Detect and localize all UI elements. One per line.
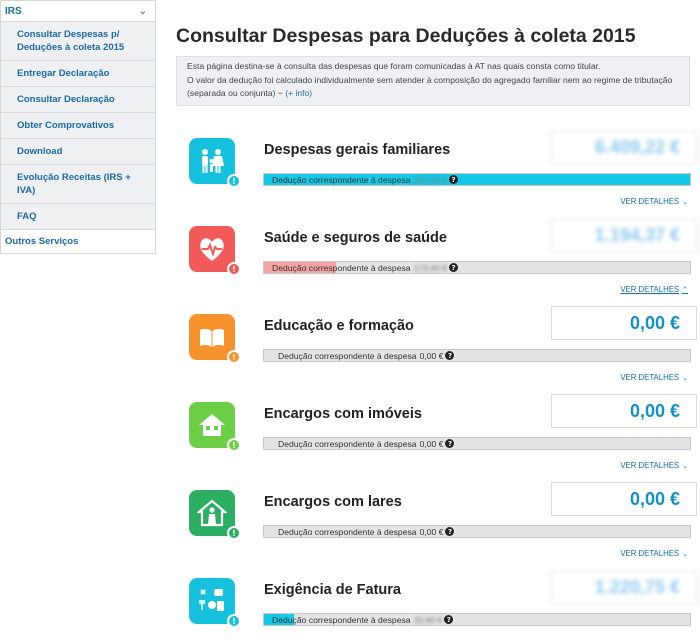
alert-badge-icon[interactable]: ! (227, 262, 241, 276)
deduction-progress-bar: Dedução correspondente à despesa 20,40 €? (263, 613, 691, 626)
deduction-label: Dedução correspondente à despesa (278, 526, 417, 537)
sidebar: IRS ⌄ Consultar Despesas p/ Deduções à c… (0, 0, 156, 254)
sidebar-header-irs[interactable]: IRS ⌄ (0, 0, 156, 22)
category-lares: ! Encargos com lares 0,00 € Dedução corr… (176, 482, 697, 570)
category-despesas-gerais: ! Despesas gerais familiares 6.409,22 € … (176, 130, 697, 218)
alert-badge-icon[interactable]: ! (227, 526, 241, 540)
deduction-bar-text: Dedução correspondente à despesa 0,00 €? (264, 438, 690, 449)
chevron-up-icon: ⌃ (682, 287, 688, 294)
category-saude: ! Saúde e seguros de saúde 1.194,37 € De… (176, 218, 697, 306)
category-title: Despesas gerais familiares (264, 142, 451, 158)
deduction-progress-bar: Dedução correspondente à despesa 250,00 €… (263, 173, 691, 186)
sidebar-item-faq[interactable]: FAQ (1, 204, 155, 230)
ver-detalhes-link[interactable]: VER DETALHES ⌃ (620, 285, 688, 294)
help-icon[interactable]: ? (449, 263, 459, 272)
category-title: Encargos com imóveis (264, 406, 422, 422)
chevron-down-icon: ⌄ (682, 463, 688, 470)
deduction-label: Dedução correspondente à despesa (278, 438, 417, 449)
more-info-link[interactable]: (+ info) (285, 88, 313, 98)
deduction-value: 173,40 € (413, 262, 448, 273)
help-icon[interactable]: ? (444, 615, 454, 624)
category-amount: 0,00 € (551, 306, 697, 340)
services-icon (199, 589, 224, 611)
category-amount: 0,00 € (551, 394, 697, 428)
sidebar-item-obter-comprovativos[interactable]: Obter Comprovativos (1, 113, 155, 139)
deduction-bar-text: Dedução correspondente à despesa 0,00 €? (264, 526, 690, 537)
deduction-progress-fill (264, 614, 294, 625)
deduction-progress-fill (264, 262, 337, 273)
category-amount: 6.409,22 € (551, 130, 697, 164)
chevron-down-icon: ⌄ (682, 199, 688, 206)
chevron-down-icon: ⌄ (138, 5, 147, 17)
category-educacao: ! Educação e formação 0,00 € Dedução cor… (176, 306, 697, 394)
category-imoveis: ! Encargos com imóveis 0,00 € Dedução co… (176, 394, 697, 482)
alert-badge-icon[interactable]: ! (227, 614, 241, 628)
deduction-bar-text: Dedução correspondente à despesa 250,00 €… (264, 174, 690, 185)
chevron-down-icon: ⌄ (682, 551, 688, 558)
info-text-line1: Esta página destina-se à consulta das de… (187, 61, 601, 71)
deduction-progress-bar: Dedução correspondente à despesa 0,00 €? (263, 437, 691, 450)
chevron-down-icon: ⌄ (682, 375, 688, 382)
deduction-progress-bar: Dedução correspondente à despesa 0,00 €? (263, 349, 691, 362)
alert-badge-icon[interactable]: ! (227, 438, 241, 452)
category-amount: 0,00 € (551, 482, 697, 516)
ver-detalhes-label: VER DETALHES (620, 461, 680, 470)
deduction-progress-bar: Dedução correspondente à despesa 0,00 €? (263, 525, 691, 538)
sidebar-item-consultar-declaracao[interactable]: Consultar Declaração (1, 87, 155, 113)
deduction-progress-bar: Dedução correspondente à despesa 173,40 €… (263, 261, 691, 274)
info-box: Esta página destina-se à consulta das de… (176, 56, 690, 106)
heart-monitor-icon (200, 238, 224, 261)
deduction-value: 250,00 € (413, 174, 448, 185)
alert-badge-icon[interactable]: ! (227, 350, 241, 364)
category-title: Exigência de Fatura (264, 582, 401, 598)
category-icon-container (189, 490, 235, 536)
deduction-bar-text: Dedução correspondente à despesa 173,40 €… (264, 262, 690, 273)
deduction-label: Dedução correspondente à despesa (278, 350, 417, 361)
deduction-label: Dedução correspondente à despesa (272, 262, 411, 273)
ver-detalhes-label: VER DETALHES (620, 373, 680, 382)
page-title: Consultar Despesas para Deduções à colet… (176, 25, 636, 47)
sidebar-item-consultar-despesas[interactable]: Consultar Despesas p/ Deduções à coleta … (1, 22, 155, 61)
category-icon-container (189, 314, 235, 360)
info-text-line2-body: O valor da dedução foi calculado individ… (187, 74, 673, 99)
category-title: Encargos com lares (264, 494, 402, 510)
ver-detalhes-label: VER DETALHES (620, 549, 680, 558)
deduction-label: Dedução correspondente à despesa (272, 174, 411, 185)
sidebar-item-outros-servicos[interactable]: Outros Serviços (0, 230, 156, 254)
deduction-bar-text: Dedução correspondente à despesa 20,40 €? (264, 614, 690, 625)
category-amount: 1.194,37 € (551, 218, 697, 252)
deduction-bar-text: Dedução correspondente à despesa 0,00 €? (264, 350, 690, 361)
sidebar-item-evolucao-receitas[interactable]: Evolução Receitas (IRS + IVA) (1, 165, 155, 204)
ver-detalhes-link[interactable]: VER DETALHES ⌄ (620, 197, 688, 206)
sidebar-item-entregar-declaracao[interactable]: Entregar Declaração (1, 61, 155, 87)
sidebar-item-download[interactable]: Download (1, 139, 155, 165)
sidebar-header-label: IRS (5, 5, 22, 17)
help-icon[interactable]: ? (445, 351, 455, 360)
category-amount: 1.220,75 € (551, 570, 697, 604)
sidebar-list: Consultar Despesas p/ Deduções à coleta … (0, 22, 156, 230)
book-icon (200, 328, 224, 347)
ver-detalhes-link[interactable]: VER DETALHES ⌄ (620, 461, 688, 470)
help-icon[interactable]: ? (449, 175, 459, 184)
ver-detalhes-label: VER DETALHES (620, 285, 680, 294)
info-text-line2: O valor da dedução foi calculado individ… (187, 74, 679, 101)
ver-detalhes-label: VER DETALHES (620, 197, 680, 206)
house-icon (199, 414, 225, 436)
family-icon (202, 149, 224, 173)
deduction-value: 20,40 € (413, 614, 443, 625)
deduction-value: 0,00 € (419, 350, 444, 361)
category-title: Educação e formação (264, 318, 414, 334)
help-icon[interactable]: ? (445, 527, 455, 536)
help-icon[interactable]: ? (445, 439, 455, 448)
category-title: Saúde e seguros de saúde (264, 230, 447, 246)
alert-badge-icon[interactable]: ! (227, 174, 241, 188)
deduction-value: 0,00 € (419, 438, 444, 449)
deduction-progress-fill (264, 174, 690, 185)
deduction-label: Dedução correspondente à despesa (272, 614, 411, 625)
ver-detalhes-link[interactable]: VER DETALHES ⌄ (620, 549, 688, 558)
elderly-home-icon (197, 499, 227, 527)
deduction-value: 0,00 € (419, 526, 444, 537)
ver-detalhes-link[interactable]: VER DETALHES ⌄ (620, 373, 688, 382)
category-exigencia-fatura: ! Exigência de Fatura 1.220,75 € Dedução… (176, 570, 697, 640)
